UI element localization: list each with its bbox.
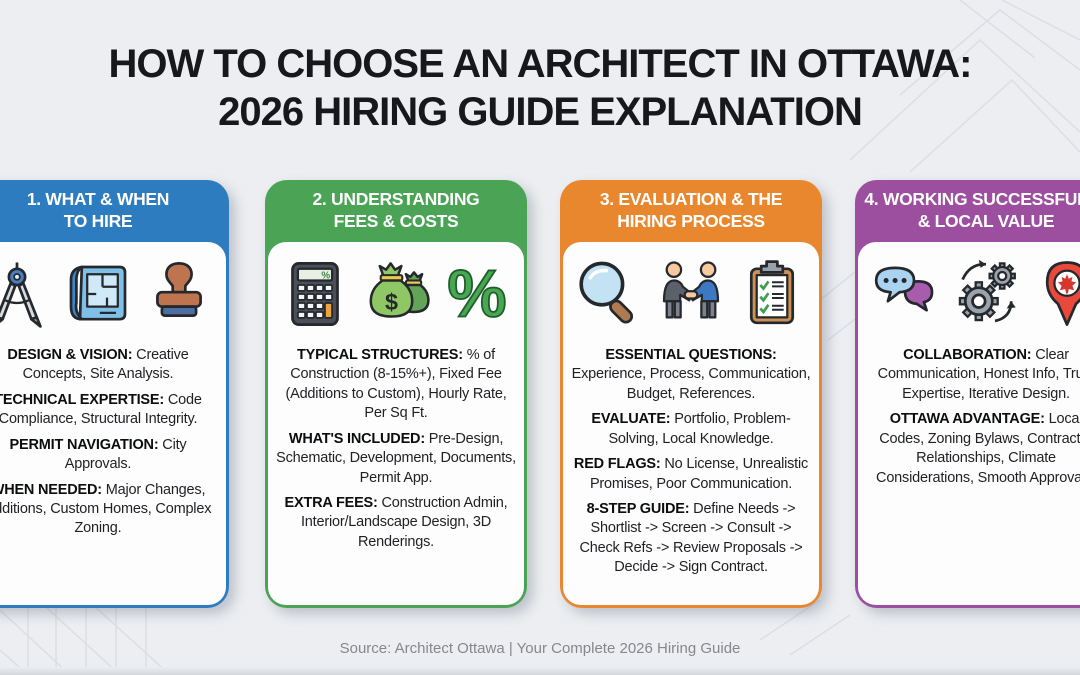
- section-label: TECHNICAL EXPERTISE:: [0, 391, 165, 408]
- info-section: WHEN NEEDED: Major Changes, Additions, C…: [0, 481, 218, 539]
- section-text: % of Construction (8-15%+), Fixed Fee (A…: [285, 347, 507, 422]
- title-line-2: 2026 HIRING GUIDE EXPLANATION: [218, 90, 863, 134]
- card1-header-line1: 1. WHAT & WHEN: [26, 189, 170, 210]
- card3-icon-row: [574, 250, 808, 338]
- card4-body: COLLABORATION: Clear Communication, Hone…: [858, 242, 1080, 605]
- info-section: COLLABORATION: Clear Communication, Hone…: [866, 346, 1080, 404]
- card1-header-line2: TO HIRE: [63, 211, 133, 231]
- section-text: No License, Unrealistic Promises, Poor C…: [589, 456, 809, 492]
- card1-icon-row: [0, 250, 215, 338]
- card-what-when-to-hire: 1. WHAT & WHEN TO HIRE: [0, 180, 229, 608]
- card3-header-line2: HIRING PROCESS: [617, 211, 765, 231]
- card2-header: 2. UNDERSTANDING FEES & COSTS: [265, 180, 527, 242]
- svg-text:%: %: [321, 271, 330, 282]
- info-section: PERMIT NAVIGATION: City Approvals.: [0, 436, 218, 475]
- section-text: Local Codes, Zoning Bylaws, Contractor R…: [876, 411, 1080, 486]
- source-attribution: Source: Architect Ottawa | Your Complete…: [339, 640, 741, 657]
- money-bags-icon: $: [369, 262, 430, 318]
- card2-header-line2: FEES & COSTS: [333, 211, 459, 231]
- section-text: Construction Admin, Interior/Landscape D…: [300, 494, 508, 550]
- handshake-icon: [662, 261, 720, 319]
- card1-header: 1. WHAT & WHEN TO HIRE: [0, 180, 229, 242]
- info-section: TYPICAL STRUCTURES: % of Construction (8…: [276, 346, 516, 424]
- rubber-stamp-icon: [156, 262, 202, 317]
- card3-body: ESSENTIAL QUESTIONS: Experience, Process…: [563, 242, 819, 605]
- section-text: Experience, Process, Communication, Budg…: [571, 366, 811, 402]
- info-section: OTTAWA ADVANTAGE: Local Codes, Zoning By…: [866, 410, 1080, 488]
- section-label: COLLABORATION:: [903, 347, 1032, 363]
- section-label: TYPICAL STRUCTURES:: [297, 347, 463, 363]
- title-line-1: HOW TO CHOOSE AN ARCHITECT IN OTTAWA:: [108, 42, 973, 86]
- section-label: OTTAWA ADVANTAGE:: [889, 411, 1045, 428]
- section-text: City Approvals.: [64, 436, 187, 473]
- section-label: DESIGN & VISION:: [7, 347, 133, 363]
- card3-sections: ESSENTIAL QUESTIONS: Experience, Process…: [569, 340, 813, 584]
- section-label: EVALUATE:: [591, 411, 671, 428]
- card1-sections: DESIGN & VISION: Creative Concepts, Site…: [0, 340, 220, 545]
- card4-header-line2: & LOCAL VALUE: [917, 211, 1055, 231]
- blueprint-icon: [69, 265, 127, 321]
- info-section: DESIGN & VISION: Creative Concepts, Site…: [0, 346, 218, 385]
- svg-text:%: %: [447, 258, 506, 330]
- page-title: HOW TO CHOOSE AN ARCHITECT IN OTTAWA: 20…: [0, 40, 1080, 136]
- card4-sections: COLLABORATION: Clear Communication, Hone…: [864, 340, 1080, 494]
- bottom-vignette: [0, 667, 1080, 675]
- card4-header-line1: 4. WORKING SUCCESSFULLY: [864, 189, 1080, 210]
- info-section: 8-STEP GUIDE: Define Needs -> Shortlist …: [571, 500, 811, 578]
- calculator-icon: %: [291, 262, 339, 326]
- section-text: Define Needs -> Shortlist -> Screen -> C…: [579, 500, 803, 576]
- card-working-local-value: 4. WORKING SUCCESSFULLY & LOCAL VALUE: [855, 180, 1080, 608]
- drafting-compass-icon: [0, 262, 42, 328]
- section-label: RED FLAGS:: [573, 456, 661, 473]
- info-section: TECHNICAL EXPERTISE: Code Compliance, St…: [0, 391, 218, 430]
- section-label: EXTRA FEES:: [284, 494, 378, 511]
- card3-header-line1: 3. EVALUATION & THE: [599, 189, 783, 210]
- percent-icon: %: [446, 258, 507, 330]
- section-text: Portfolio, Problem-Solving, Local Knowle…: [608, 411, 791, 447]
- section-text: Pre-Design, Schematic, Development, Docu…: [276, 430, 516, 486]
- section-label: WHEN NEEDED:: [0, 481, 102, 498]
- section-text: Creative Concepts, Site Analysis.: [22, 347, 189, 383]
- info-section: EVALUATE: Portfolio, Problem-Solving, Lo…: [571, 410, 811, 449]
- section-text: Clear Communication, Honest Info, Trust …: [877, 347, 1080, 402]
- info-section: RED FLAGS: No License, Unrealistic Promi…: [571, 455, 811, 494]
- section-text: Code Compliance, Structural Integrity.: [0, 391, 202, 428]
- card2-header-line1: 2. UNDERSTANDING: [312, 189, 480, 210]
- card2-body: %: [268, 242, 524, 605]
- card3-header: 3. EVALUATION & THE HIRING PROCESS: [560, 180, 822, 242]
- info-section: EXTRA FEES: Construction Admin, Interior…: [276, 494, 516, 552]
- section-label: WHAT'S INCLUDED:: [288, 430, 425, 447]
- section-text: Major Changes, Additions, Custom Homes, …: [0, 481, 212, 537]
- card2-icon-row: %: [279, 250, 513, 338]
- svg-text:$: $: [385, 289, 398, 315]
- section-label: 8-STEP GUIDE:: [586, 500, 690, 517]
- card4-icon-row: [869, 250, 1080, 338]
- card4-header: 4. WORKING SUCCESSFULLY & LOCAL VALUE: [855, 180, 1080, 242]
- card2-sections: TYPICAL STRUCTURES: % of Construction (8…: [274, 340, 518, 558]
- card-fees-costs: 2. UNDERSTANDING FEES & COSTS %: [265, 180, 527, 608]
- card1-body: DESIGN & VISION: Creative Concepts, Site…: [0, 242, 226, 605]
- chat-bubbles-icon: [874, 266, 934, 312]
- gears-sync-icon: [958, 259, 1016, 323]
- canada-pin-icon: [1045, 261, 1080, 326]
- info-section: ESSENTIAL QUESTIONS: Experience, Process…: [571, 346, 811, 404]
- card-evaluation-hiring: 3. EVALUATION & THE HIRING PROCESS: [560, 180, 822, 608]
- section-label: PERMIT NAVIGATION:: [9, 436, 159, 453]
- checklist-clipboard-icon: [749, 260, 795, 325]
- magnifying-glass-icon: [579, 261, 634, 324]
- section-label: ESSENTIAL QUESTIONS:: [605, 347, 777, 363]
- info-section: WHAT'S INCLUDED: Pre-Design, Schematic, …: [276, 430, 516, 488]
